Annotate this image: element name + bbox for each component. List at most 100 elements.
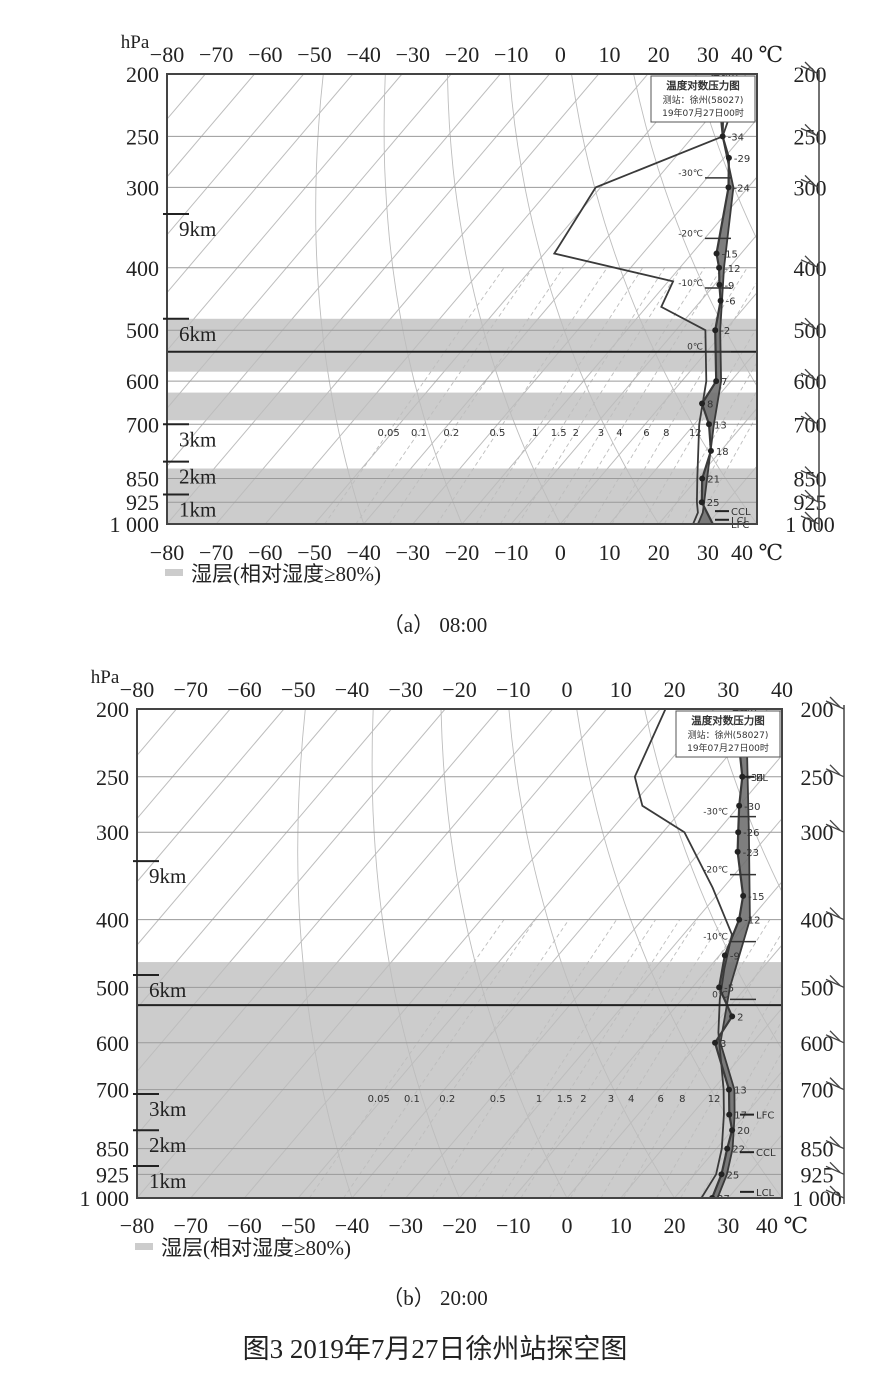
isotherm-marker-label: -10℃ (678, 279, 703, 289)
mixing-ratio-label: 8 (679, 1094, 685, 1105)
mixing-ratio-label: 12 (689, 428, 702, 439)
left-pressure-tick: 850 (126, 467, 159, 492)
mixing-ratio-label: 0.05 (368, 1094, 390, 1105)
temperature-point (736, 802, 743, 809)
bottom-temperature-tick: −70 (174, 1213, 208, 1238)
wind-barb (825, 978, 845, 988)
temperature-point-label: 25 (727, 1170, 740, 1181)
isotherm-line (244, 709, 661, 1198)
isotherm-line (459, 817, 782, 1198)
wind-barb (800, 469, 820, 480)
isotherm-line (137, 709, 231, 820)
bottom-temperature-tick: −20 (442, 1213, 476, 1238)
inset-station: 测站：徐州(58027) (663, 94, 744, 106)
top-temperature-tick: −80 (120, 677, 154, 702)
wind-barb-flag (829, 1136, 841, 1148)
mixing-ratio-line (308, 919, 505, 1198)
mixing-ratio-label: 4 (616, 428, 622, 439)
temperature-point-label: -30 (744, 802, 760, 813)
temperature-point (724, 1145, 731, 1152)
left-pressure-tick: 400 (126, 256, 159, 281)
mixing-ratio-line (656, 981, 782, 1198)
top-temperature-tick: −70 (199, 42, 233, 67)
temperature-point-label: 21 (707, 475, 720, 486)
right-pressure-tick: 250 (801, 765, 834, 790)
temperature-point (729, 1127, 736, 1134)
level-marker-label: LCL (756, 1188, 775, 1199)
isotherm-line (137, 709, 554, 1198)
inset-box (675, 710, 781, 758)
mixing-ratio-label: 0.2 (439, 1094, 455, 1105)
wind-barb-flag (804, 466, 816, 478)
isotherm-line (620, 1007, 782, 1198)
bottom-temperature-tick: −60 (248, 540, 282, 565)
top-temperature-tick: −20 (442, 677, 476, 702)
temperature-point (729, 1013, 736, 1020)
isotherm-line (167, 74, 354, 294)
height-marker-label: 1km (179, 498, 216, 522)
mixing-ratio-label: 12 (708, 1094, 721, 1105)
temperature-point (706, 421, 713, 428)
temperature-point (725, 154, 732, 161)
panel-subtitle: （a） 08:00 (383, 613, 487, 637)
level-marker-label: CCL (756, 1148, 776, 1159)
isotherm-line (137, 709, 500, 1136)
wind-barb (825, 1034, 845, 1044)
temperature-point-label: -23 (743, 848, 759, 859)
wind-barb-flag (804, 368, 816, 380)
left-pressure-tick: 250 (126, 124, 159, 149)
isotherm-line (167, 74, 255, 178)
wind-barb (800, 127, 820, 137)
top-temperature-tick: −60 (248, 42, 282, 67)
mixing-ratio-label: 1 (536, 1094, 542, 1105)
bottom-temperature-tick: −50 (297, 540, 331, 565)
wind-barb (800, 178, 820, 188)
isotherm-line (264, 74, 649, 524)
right-pressure-tick: 500 (794, 318, 827, 343)
wind-barb-flag (804, 489, 816, 501)
temperature-point-label: 22 (732, 1145, 745, 1156)
plot-frame (166, 73, 758, 525)
left-pressure-tick: 250 (96, 765, 129, 790)
level-marker-label: LCL (731, 516, 750, 527)
isotherm-line (609, 349, 757, 524)
temperature-point-label: -9 (724, 281, 734, 292)
dry-adiabat-line (820, 74, 870, 524)
temperature-point-label: 7 (721, 377, 727, 388)
wind-barb (825, 1189, 845, 1199)
right-pressure-tick: 600 (794, 369, 827, 394)
temperature-point-label: 8 (707, 400, 713, 411)
top-temperature-tick: −10 (496, 677, 530, 702)
inset-box (650, 75, 756, 123)
top-temperature-tick: −60 (227, 677, 261, 702)
mixing-ratio-label: 0.05 (377, 428, 399, 439)
top-temperature-tick: −50 (297, 42, 331, 67)
inset-time: 19年07月27日00时 (687, 742, 769, 754)
isotherm-line (137, 709, 392, 1010)
level-marker-label: EL (756, 773, 768, 784)
left-pressure-tick: 925 (96, 1162, 129, 1187)
left-pressure-tick: 700 (96, 1078, 129, 1103)
top-temperature-tick: 30 (697, 42, 719, 67)
pressure-unit-label: hPa (121, 32, 150, 53)
temperature-point (725, 1086, 732, 1093)
temperature-point (721, 952, 728, 959)
temperature-point-label: 18 (716, 447, 729, 458)
isotherm-marker-label: 0℃ (687, 343, 703, 353)
wind-barb-flag (804, 411, 816, 423)
pressure-unit-label: hPa (91, 667, 120, 688)
chart-panel-a: 0.050.10.20.511.52346812-46-39-34-29-24-… (110, 32, 870, 637)
isotherm-line (559, 291, 757, 524)
height-marker-label: 6km (179, 322, 216, 346)
isotherm-line (137, 709, 285, 883)
temperature-point (713, 378, 720, 385)
left-pressure-tick: 600 (126, 369, 159, 394)
temperature-point (699, 475, 706, 482)
height-marker-label: 9km (179, 217, 216, 241)
dewpoint-profile-line (552, 74, 734, 524)
temperature-point (734, 848, 741, 855)
inset-title: 温度对数压力图 (666, 79, 740, 92)
wind-barb-flag (804, 174, 816, 186)
height-marker-label: 3km (149, 1097, 186, 1121)
temperature-point (716, 281, 723, 288)
